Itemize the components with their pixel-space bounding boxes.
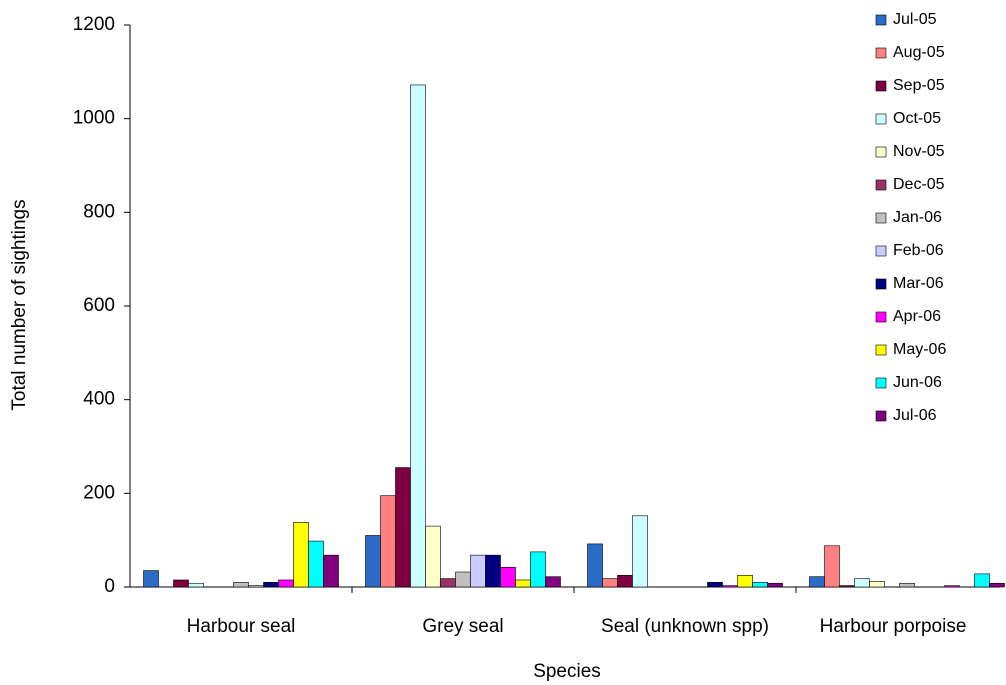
- y-tick-label: 200: [83, 482, 115, 503]
- bar: [425, 525, 441, 588]
- legend-swatch: [875, 311, 887, 323]
- bar: [248, 585, 264, 588]
- bar: [602, 578, 618, 588]
- bar: [737, 574, 753, 588]
- legend-label: Sep-05: [893, 77, 945, 94]
- legend-swatch: [875, 245, 887, 257]
- bar: [365, 535, 381, 588]
- legend-swatch: [875, 278, 887, 290]
- bar: [752, 582, 768, 588]
- bar: [899, 582, 915, 588]
- bar: [869, 581, 885, 588]
- y-tick-label: 600: [83, 295, 115, 316]
- bar: [545, 576, 561, 588]
- legend-label: Apr-06: [893, 308, 941, 325]
- bar: [839, 585, 855, 588]
- legend-label: Jul-05: [893, 11, 937, 28]
- bar: [485, 554, 501, 588]
- bar: [515, 579, 531, 588]
- legend-swatch: [875, 113, 887, 125]
- bar: [854, 578, 870, 588]
- legend-label: Jun-06: [893, 374, 942, 391]
- bar: [323, 554, 339, 588]
- legend-swatch: [875, 344, 887, 356]
- bar: [707, 582, 723, 588]
- legend-swatch: [875, 377, 887, 389]
- x-axis-label: Species: [533, 661, 601, 682]
- y-tick-label: 1000: [73, 108, 115, 129]
- bar: [530, 551, 546, 588]
- bar: [809, 576, 825, 588]
- bar: [944, 585, 960, 588]
- x-tick-label: Seal (unknown spp): [601, 616, 769, 637]
- bar: [233, 582, 249, 588]
- legend-swatch: [875, 146, 887, 158]
- bar: [278, 579, 294, 588]
- legend-label: Jul-06: [893, 407, 937, 424]
- bar: [824, 545, 840, 588]
- y-tick-label: 800: [83, 201, 115, 222]
- legend-label: Dec-05: [893, 176, 945, 193]
- bar: [455, 571, 471, 588]
- bar: [410, 84, 426, 588]
- legend-swatch: [875, 179, 887, 191]
- bar: [380, 495, 396, 588]
- x-tick-label: Grey seal: [422, 616, 503, 637]
- bar: [974, 573, 990, 588]
- bar: [440, 578, 456, 588]
- y-axis-label: Total number of sightings: [9, 199, 30, 410]
- bar: [617, 574, 633, 588]
- bar: [173, 579, 189, 588]
- bar: [263, 582, 279, 588]
- bar: [767, 582, 783, 588]
- legend-swatch: [875, 47, 887, 59]
- legend-label: May-06: [893, 341, 946, 358]
- bar: [143, 570, 159, 588]
- legend-label: Mar-06: [893, 275, 944, 292]
- bar: [632, 515, 648, 588]
- bar: [308, 540, 324, 588]
- bar: [470, 554, 486, 588]
- y-tick-label: 1200: [73, 14, 115, 35]
- bar: [722, 585, 738, 588]
- bar: [395, 467, 411, 588]
- legend-swatch: [875, 14, 887, 26]
- bar: [293, 522, 309, 588]
- legend-label: Jan-06: [893, 209, 942, 226]
- bar: [989, 582, 1005, 588]
- y-tick-label: 0: [104, 576, 115, 597]
- legend-swatch: [875, 80, 887, 92]
- legend-label: Feb-06: [893, 242, 944, 259]
- legend-label: Oct-05: [893, 110, 941, 127]
- legend-swatch: [875, 212, 887, 224]
- bar: [587, 543, 603, 588]
- x-tick-label: Harbour seal: [187, 616, 296, 637]
- x-tick-label: Harbour porpoise: [820, 616, 967, 637]
- legend-label: Aug-05: [893, 44, 945, 61]
- y-tick-label: 400: [83, 389, 115, 410]
- legend-label: Nov-05: [893, 143, 945, 160]
- bar: [188, 582, 204, 588]
- bar: [500, 567, 516, 588]
- legend-swatch: [875, 410, 887, 422]
